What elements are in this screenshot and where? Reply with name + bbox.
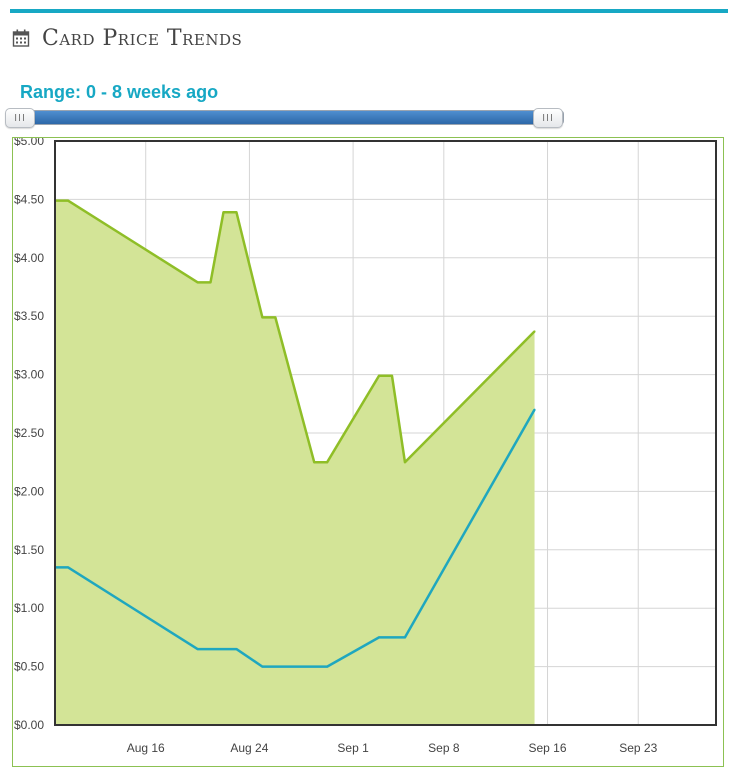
- series-low-point: [533, 408, 536, 411]
- y-tick-label: $5.00: [14, 138, 44, 148]
- x-tick-label: Sep 23: [619, 741, 657, 755]
- x-tick-label: Sep 16: [528, 741, 566, 755]
- plot-border: [54, 140, 717, 726]
- range-slider-end-handle[interactable]: III: [533, 108, 563, 128]
- series-high-point: [196, 281, 199, 284]
- range-label: Range: 0 - 8 weeks ago: [20, 82, 219, 102]
- series-high-point: [403, 461, 406, 464]
- series-high-point: [235, 211, 238, 214]
- series-area-fill: [55, 200, 535, 725]
- y-tick-label: $2.00: [14, 484, 44, 498]
- series-high-point: [274, 316, 277, 319]
- y-tick-label: $1.50: [14, 543, 44, 557]
- range-slider[interactable]: III III: [5, 108, 564, 128]
- range-slider-start-handle[interactable]: III: [5, 108, 35, 128]
- series-low-point: [261, 665, 264, 668]
- y-tick-label: $0.00: [14, 718, 44, 732]
- grip-icon: III: [14, 112, 26, 124]
- page-title: Card Price Trends: [42, 25, 243, 51]
- y-tick-label: $1.00: [14, 601, 44, 615]
- series-high-point: [66, 199, 69, 202]
- series-high-point: [326, 461, 329, 464]
- header-accent-rule: [10, 9, 728, 13]
- calendar-icon: [12, 29, 30, 47]
- price-chart: $0.00 $0.50 $1.00 $1.50 $2.00 $2.50 $3.00 $3.50…: [12, 134, 724, 767]
- series-high-point: [209, 281, 212, 284]
- y-tick-label: $3.00: [14, 368, 44, 382]
- y-tick-label: $3.50: [14, 309, 44, 323]
- x-tick-label: Sep 1: [337, 741, 369, 755]
- x-tick-label: Aug 16: [127, 741, 165, 755]
- page-header: Card Price Trends: [12, 22, 242, 54]
- y-tick-label: $0.50: [14, 660, 44, 674]
- series-high-point: [261, 316, 264, 319]
- y-tick-label: $2.50: [14, 426, 44, 440]
- series-high-point: [533, 330, 536, 333]
- series-high-point: [313, 461, 316, 464]
- series-low-point: [235, 648, 238, 651]
- series-low-point: [196, 648, 199, 651]
- series-low-point: [378, 636, 381, 639]
- x-tick-label: Aug 24: [230, 741, 268, 755]
- x-tick-label: Sep 8: [428, 741, 460, 755]
- series-low-point: [403, 636, 406, 639]
- y-tick-label: $4.00: [14, 251, 44, 265]
- series-low-point: [326, 665, 329, 668]
- price-chart-svg: $0.00 $0.50 $1.00 $1.50 $2.00 $2.50 $3.00 $3.50…: [14, 134, 717, 755]
- grip-icon: III: [542, 112, 554, 124]
- series-high-point: [222, 211, 225, 214]
- y-tick-label: $4.50: [14, 192, 44, 206]
- series-high-line: [55, 199, 536, 464]
- range-slider-selection: [17, 111, 549, 124]
- series-high-point: [390, 374, 393, 377]
- series-low-point: [66, 566, 69, 569]
- series-high-point: [378, 374, 381, 377]
